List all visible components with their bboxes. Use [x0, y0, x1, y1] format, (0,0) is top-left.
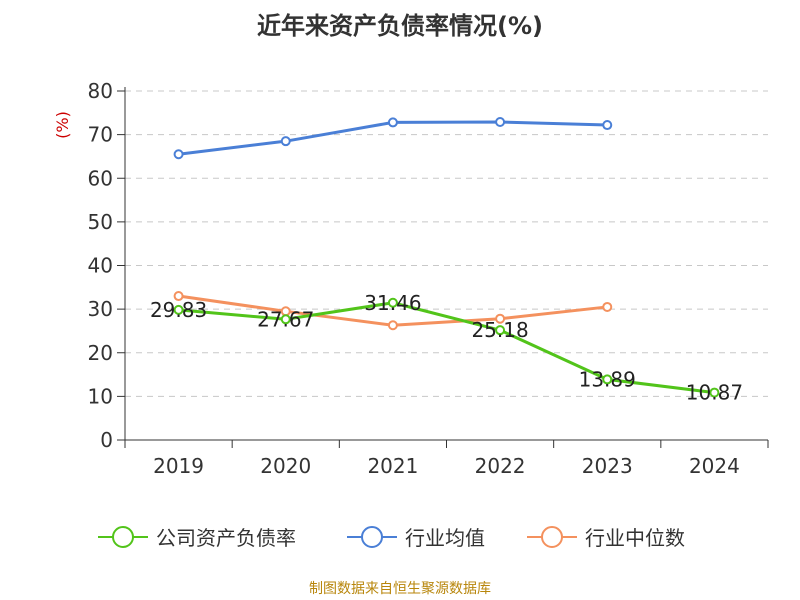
data-point: [495, 325, 506, 336]
data-label: 25.18: [471, 318, 528, 342]
y-tick-label: 0: [100, 428, 113, 452]
data-point: [602, 120, 613, 131]
data-label: 31.46: [364, 291, 421, 315]
x-tick-label: 2019: [153, 454, 204, 478]
data-point: [602, 374, 613, 385]
axes: 0 10 20 30 40 50 60 70 80 2019 2020 2021 2022 2023 202…: [88, 79, 769, 478]
x-tick-label: 2020: [260, 454, 311, 478]
data-point: [602, 301, 613, 312]
x-tick-label: 2023: [582, 454, 633, 478]
data-point: [387, 117, 398, 128]
x-tick-label: 2022: [475, 454, 526, 478]
data-point: [495, 116, 506, 127]
grid-lines: [125, 90, 768, 397]
data-label: 27.67: [257, 307, 314, 331]
y-tick-label: 30: [88, 297, 113, 321]
y-tick-label: 60: [88, 166, 113, 190]
data-label: 10.87: [686, 381, 743, 405]
source-footer: 制图数据来自恒生聚源数据库: [309, 581, 491, 597]
x-tick-label: 2024: [689, 454, 740, 478]
data-label: 29.83: [150, 298, 207, 322]
series-line: [178, 301, 715, 395]
y-tick-label: 70: [88, 123, 113, 147]
y-tick-label: 10: [88, 384, 113, 408]
data-labels: 29.83 27.67 31.46 25.18 13.89 10.87: [150, 291, 743, 405]
data-point: [173, 149, 184, 160]
data-point: [387, 297, 398, 308]
legend-label: 公司资产负债率: [156, 526, 296, 550]
y-tick-label: 40: [88, 254, 113, 278]
y-axis-label: (%): [53, 111, 72, 139]
legend-item: 行业均值: [347, 526, 485, 550]
legend-swatch-marker: [361, 526, 383, 548]
legend-item: 行业中位数: [527, 526, 685, 550]
chart-title: 近年来资产负债率情况(%): [257, 12, 543, 40]
legend-swatch-marker: [112, 526, 134, 548]
series-points: [173, 116, 720, 398]
data-label: 13.89: [579, 367, 636, 391]
series-lines: [178, 120, 715, 395]
y-tick-label: 50: [88, 210, 113, 234]
y-tick-label: 20: [88, 341, 113, 365]
data-point: [173, 291, 184, 302]
legend-swatch-marker: [541, 526, 563, 548]
data-point: [709, 387, 720, 398]
data-point: [280, 314, 291, 325]
legend-label: 行业均值: [405, 526, 485, 550]
data-point: [280, 136, 291, 147]
legend-item: 公司资产负债率: [98, 526, 296, 550]
legend-label: 行业中位数: [585, 526, 685, 550]
legend: 公司资产负债率 行业均值 行业中位数: [98, 526, 685, 550]
x-tick-label: 2021: [367, 454, 418, 478]
data-point: [387, 320, 398, 331]
data-point: [495, 313, 506, 324]
y-tick-label: 80: [88, 79, 113, 103]
data-point: [173, 304, 184, 315]
